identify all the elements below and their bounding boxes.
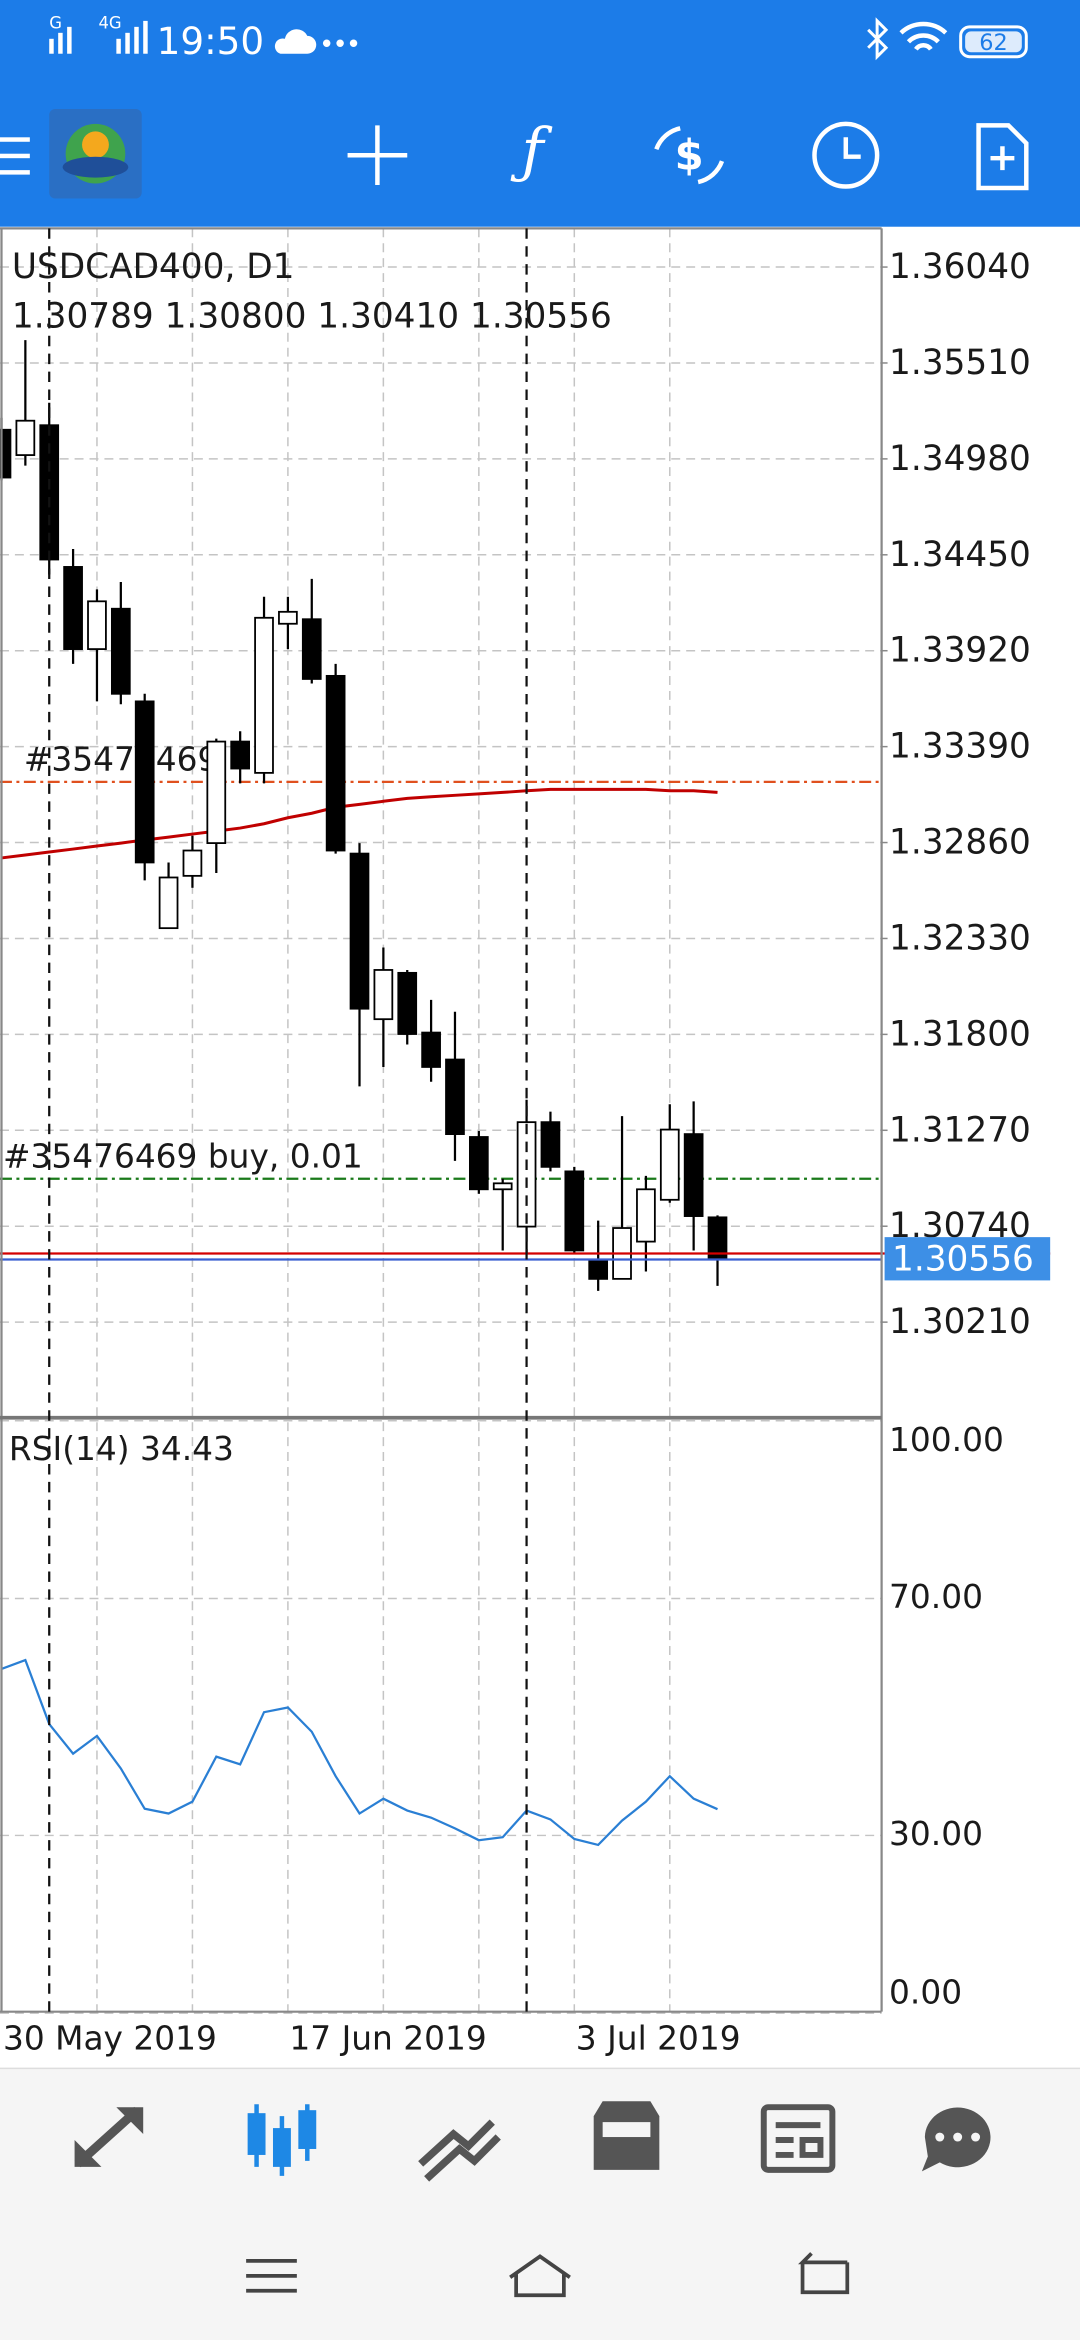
- chart-title: USDCAD400, D1: [12, 247, 295, 287]
- network-text: 4G: [98, 13, 121, 32]
- candle-body: [421, 1031, 441, 1068]
- moving-average: [1, 787, 718, 860]
- weather-icon: [274, 29, 317, 54]
- history-tab[interactable]: [593, 2101, 660, 2170]
- battery-level: [965, 31, 1022, 53]
- candle-body: [325, 674, 346, 852]
- battery-text: 62: [979, 30, 1007, 56]
- candle-body: [206, 740, 227, 844]
- app-logo[interactable]: [49, 108, 142, 199]
- y-tick-label: 1.36040: [889, 247, 1031, 287]
- y-tick-label: 1.33390: [889, 727, 1031, 767]
- y-tick-label: 1.34980: [889, 439, 1031, 479]
- candle-body: [659, 1128, 680, 1201]
- candle-body: [540, 1121, 561, 1168]
- chart: 1.36040 1.35510 1.34980 1.34450 1.33920 1.333…: [0, 228, 1051, 2058]
- new-order-button[interactable]: [976, 123, 1029, 191]
- candle-body: [254, 616, 274, 774]
- candle-body: [87, 600, 107, 650]
- candle-body: [492, 1182, 513, 1191]
- candle-body: [182, 849, 203, 877]
- order-label: #35476469 buy, 0.01: [3, 1137, 363, 1175]
- candle-body: [278, 610, 298, 625]
- y-tick-label: 100.00: [889, 1421, 1004, 1459]
- y-tick-label: 70.00: [889, 1578, 983, 1616]
- svg-text:$: $: [675, 131, 704, 180]
- order-label: #35476469: [24, 741, 218, 779]
- chart-tab[interactable]: [247, 2104, 317, 2176]
- y-tick-label: 1.32860: [889, 823, 1031, 863]
- signal-text: G: [49, 13, 62, 32]
- candle-body: [230, 740, 251, 770]
- chat-tab[interactable]: [921, 2107, 991, 2172]
- trade-tab[interactable]: [418, 2119, 501, 2182]
- rsi-title: RSI(14) 34.43: [9, 1430, 234, 1468]
- candle-body: [301, 618, 322, 680]
- candle-body: [373, 969, 394, 1021]
- x-tick-label: 30 May 2019: [3, 2020, 217, 2058]
- y-tick-label: 1.32330: [889, 918, 1031, 958]
- candle-body: [445, 1058, 465, 1135]
- signal-icon: [49, 20, 148, 54]
- status-time: 19:50: [157, 19, 264, 63]
- crosshair-button[interactable]: [347, 125, 408, 186]
- y-tick-label: 1.34450: [889, 535, 1031, 575]
- wifi-icon: [899, 21, 948, 51]
- chart-subtitle: 1.30789 1.30800 1.30410 1.30556: [12, 296, 612, 336]
- candle-body: [468, 1136, 489, 1191]
- quotes-tab[interactable]: [74, 2106, 144, 2168]
- bottom-bar: [0, 2068, 1080, 2340]
- candle-body: [588, 1260, 609, 1280]
- battery-icon: [959, 25, 1028, 59]
- nav-menu[interactable]: [246, 2259, 297, 2293]
- candle-body: [636, 1188, 656, 1243]
- y-tick-label: 30.00: [889, 1815, 983, 1853]
- y-tick-label: 1.31800: [889, 1014, 1031, 1054]
- bid-label: 1.30556: [892, 1240, 1034, 1280]
- rsi-line: [1, 1658, 718, 1847]
- candle-body: [349, 852, 370, 1010]
- candle-body: [516, 1121, 537, 1228]
- y-tick-label: 1.30210: [889, 1302, 1031, 1342]
- bid-label-box: [884, 1237, 1051, 1281]
- y-tick-label: 1.33920: [889, 631, 1031, 671]
- app-bar: [0, 0, 1080, 227]
- candle-body: [158, 876, 179, 930]
- nav-back[interactable]: [798, 2252, 850, 2295]
- y-tick-label: 1.31270: [889, 1110, 1031, 1150]
- timeframe-button[interactable]: [812, 121, 880, 189]
- candle-body: [15, 419, 36, 456]
- candle-body: [397, 971, 418, 1035]
- chart-area: [0, 226, 1080, 2069]
- news-tab[interactable]: [760, 2104, 836, 2173]
- x-tick-label: 17 Jun 2019: [289, 2020, 486, 2058]
- more-icon: [322, 39, 358, 48]
- candle-body: [683, 1133, 704, 1217]
- menu-button[interactable]: [0, 137, 30, 175]
- bluetooth-icon: [867, 17, 889, 61]
- candle-body: [134, 700, 155, 864]
- y-tick-label: 1.35510: [889, 343, 1031, 383]
- candle-body: [63, 566, 83, 650]
- candle-body: [564, 1170, 585, 1252]
- nav-home[interactable]: [509, 2254, 571, 2298]
- trade-button[interactable]: $: [654, 126, 725, 185]
- candle-body: [110, 607, 131, 695]
- x-tick-label: 3 Jul 2019: [576, 2020, 741, 2058]
- y-tick-label: 0.00: [889, 1973, 962, 2011]
